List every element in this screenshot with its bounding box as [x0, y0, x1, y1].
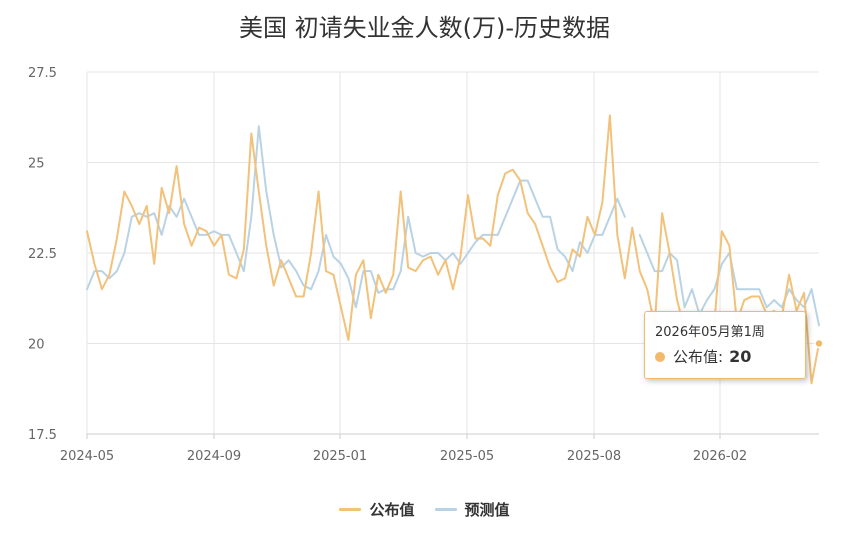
- x-tick-label: 2026-02: [693, 449, 747, 464]
- x-tick-label: 2025-01: [313, 449, 367, 464]
- legend-swatch-forecast: [434, 507, 457, 511]
- series-line-forecast: [86, 125, 820, 327]
- chart-tooltip: 2026年05月第1周 公布值: 20: [644, 311, 806, 379]
- legend-label-published: 公布值: [369, 500, 415, 519]
- tooltip-row: 公布值: 20: [655, 346, 805, 367]
- tooltip-series-name: 公布值:: [673, 348, 724, 366]
- legend-label-forecast: 预测值: [464, 500, 510, 519]
- tooltip-dot-icon: [655, 351, 665, 362]
- chart-title: 美国 初请失业金人数(万)-历史数据: [238, 14, 610, 42]
- tooltip-date: 2026年05月第1周: [655, 325, 765, 340]
- chart-legend: 公布值 预测值: [0, 497, 849, 521]
- x-tick-label: 2024-05: [60, 449, 114, 464]
- legend-item-forecast[interactable]: 预测值: [434, 499, 510, 520]
- y-tick-label: 17.5: [28, 428, 57, 443]
- x-tick-label: 2025-08: [567, 449, 621, 464]
- legend-item-published[interactable]: 公布值: [339, 499, 415, 520]
- y-tick-label: 20: [28, 338, 45, 353]
- y-tick-label: 25: [28, 157, 45, 172]
- legend-swatch-published: [339, 507, 362, 511]
- x-tick-label: 2025-05: [440, 449, 494, 464]
- tooltip-value: 20: [729, 347, 752, 366]
- x-tick-label: 2024-09: [187, 449, 241, 464]
- y-tick-label: 22.5: [28, 247, 57, 262]
- hover-point-marker[interactable]: [814, 338, 824, 349]
- highlight-markers: [814, 338, 824, 349]
- y-tick-label: 27.5: [28, 66, 57, 81]
